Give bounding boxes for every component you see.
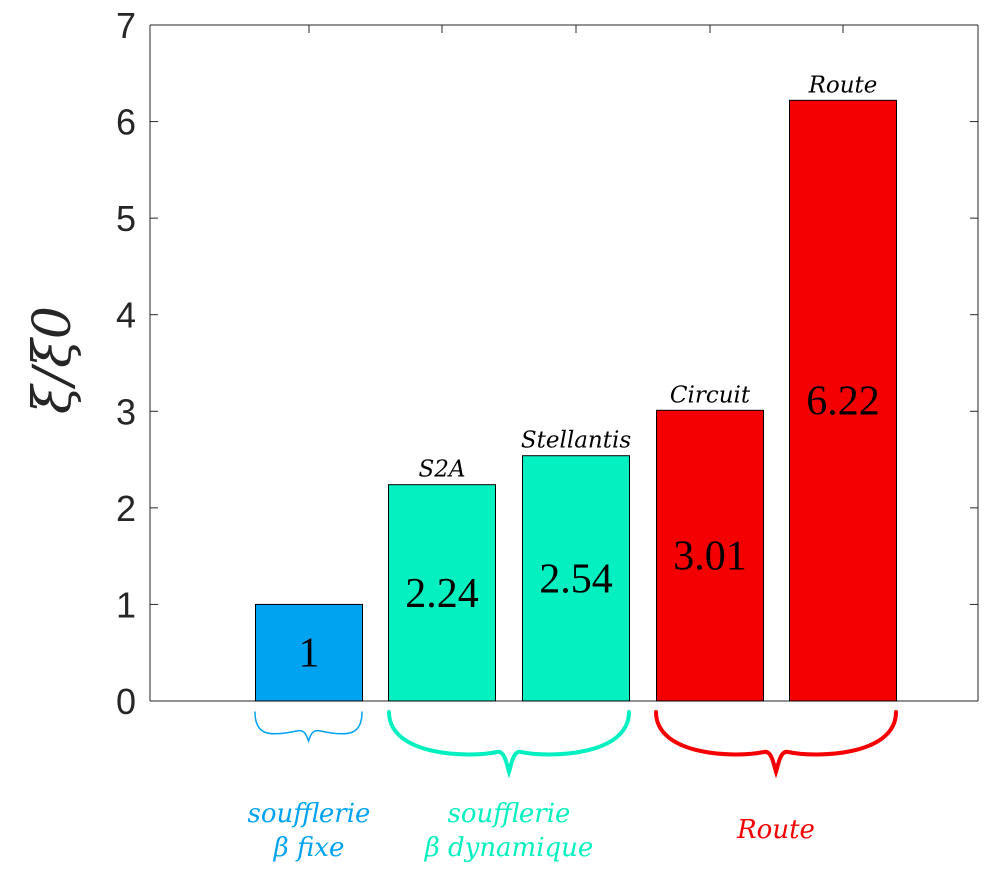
group-brace: [254, 711, 363, 744]
group-label: β dynamique: [424, 833, 594, 863]
y-axis-label: ξ/ξ0: [23, 306, 83, 414]
group-label: soufflerie: [248, 799, 371, 829]
bar-value-label: 2.54: [539, 556, 613, 602]
bar-value-label: 2.24: [405, 571, 479, 617]
bar: [789, 99, 897, 702]
y-tick-label: 3: [116, 391, 136, 432]
y-tick-label: 5: [116, 198, 136, 239]
y-tick-label: 2: [116, 488, 136, 529]
group-brace: [387, 710, 631, 779]
y-tick-label: 7: [116, 5, 136, 46]
bar: [522, 455, 630, 702]
chart-axes: 0 1 2 3 4 5 6 7: [116, 5, 979, 722]
bar-top-label: Stellantis: [521, 428, 631, 454]
bar-value-label: 6.22: [806, 379, 880, 425]
bar-top-label: Route: [808, 72, 878, 98]
group-label: soufflerie: [448, 799, 571, 829]
y-tick-label: 0: [116, 681, 136, 722]
y-tick-label: 1: [116, 584, 136, 625]
bar-value-label: 1: [299, 631, 320, 677]
chart-bars: 1 S2A 2.24 Stellantis 2.54 Circuit 3.01 Route 6.…: [255, 72, 897, 702]
group-label: β fixe: [273, 833, 345, 863]
bar: [656, 409, 764, 702]
bar-top-label: S2A: [419, 457, 466, 483]
group-label: Route: [736, 815, 815, 845]
bar-value-label: 3.01: [673, 534, 747, 580]
chart-groups: soufflerie β fixe soufflerie β dynamique Rou…: [248, 710, 898, 863]
bar-top-label: Circuit: [670, 382, 751, 408]
y-tick-label: 6: [116, 102, 136, 143]
group-brace: [654, 710, 898, 779]
bar: [388, 484, 496, 702]
bar: [255, 603, 363, 702]
y-tick-label: 4: [116, 295, 136, 336]
